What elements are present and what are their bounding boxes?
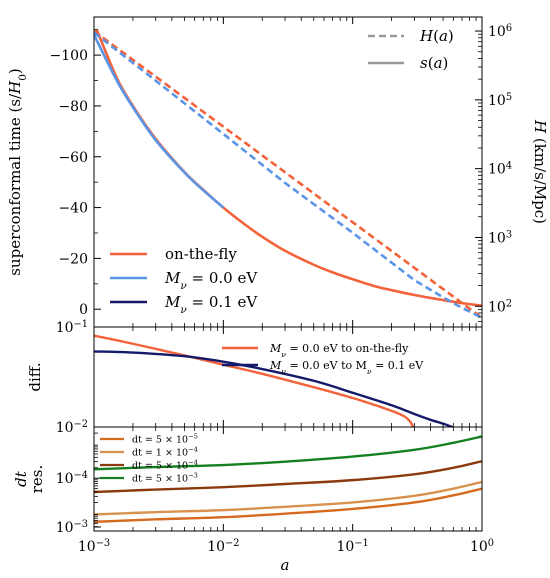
legend-label: Mν = 0.1 eV [164, 293, 258, 316]
bottom-ytick-label: 10−4 [56, 470, 88, 488]
bottom-y-axis-label: dt [12, 470, 30, 487]
style-legend-label: H(a) [419, 27, 454, 45]
top-ytick-right-label: 103 [488, 229, 512, 247]
top-ytick-label: −100 [50, 48, 88, 64]
middle-ytick-label: 10−2 [56, 419, 88, 437]
bottom-legend-label: dt = 5 × 10−3 [132, 472, 198, 485]
legend-label: Mν = 0.0 eV [164, 269, 258, 292]
top-ytick-right-label: 106 [488, 23, 512, 41]
top-y-axis-label: superconformal time (s/H0) [6, 68, 29, 276]
top-series-right-3 [94, 31, 482, 319]
bottom-legend-label: dt = 1 × 10−4 [132, 446, 198, 459]
middle-y-axis-label: diff. [26, 362, 44, 391]
middle-ytick-label: 10−1 [56, 319, 88, 337]
bottom-y-axis-label-line2: res. [28, 465, 46, 494]
top-ytick-right-label: 105 [488, 91, 512, 109]
x-tick-label: 100 [470, 538, 494, 556]
bottom-frame [93, 426, 483, 532]
bottom-series-1 [94, 480, 482, 516]
middle-series-0 [94, 334, 415, 427]
style-legend-label: s(a) [420, 54, 448, 72]
x-tick-label: 10−2 [207, 538, 239, 556]
top-ytick-label: 0 [79, 302, 88, 318]
top-ytick-label: −40 [58, 201, 88, 217]
bottom-legend-label: dt = 5 × 10−5 [132, 433, 198, 446]
middle-series-1 [94, 350, 454, 427]
top-series-right-2 [94, 30, 482, 319]
bottom-series-2 [94, 460, 482, 494]
bottom-series-0 [94, 487, 482, 524]
middle-ytick-label: 10−3 [56, 519, 88, 537]
top-ytick-label: −60 [58, 150, 88, 166]
top-ytick-right-label: 104 [488, 160, 512, 178]
middle-legend-label: Mν = 0.0 eV to Mν = 0.1 eV [269, 359, 424, 376]
bottom-legend-label: dt = 5 × 10−4 [132, 459, 198, 472]
top-series-left-1 [94, 34, 225, 209]
x-axis-label: a [281, 556, 290, 574]
top-y-right-axis-label: H (km/s/Mpc) [531, 119, 549, 224]
bottom-series-3 [94, 435, 482, 471]
legend-label: on-the-fly [165, 245, 237, 263]
x-tick-label: 10−3 [78, 538, 110, 556]
middle-legend-label: Mν = 0.0 eV to on-the-fly [269, 342, 409, 359]
x-tick-label: 10−1 [337, 538, 369, 556]
top-ytick-right-label: 102 [488, 298, 512, 316]
top-ytick-label: −80 [58, 99, 88, 115]
top-ytick-label: −20 [58, 251, 88, 267]
